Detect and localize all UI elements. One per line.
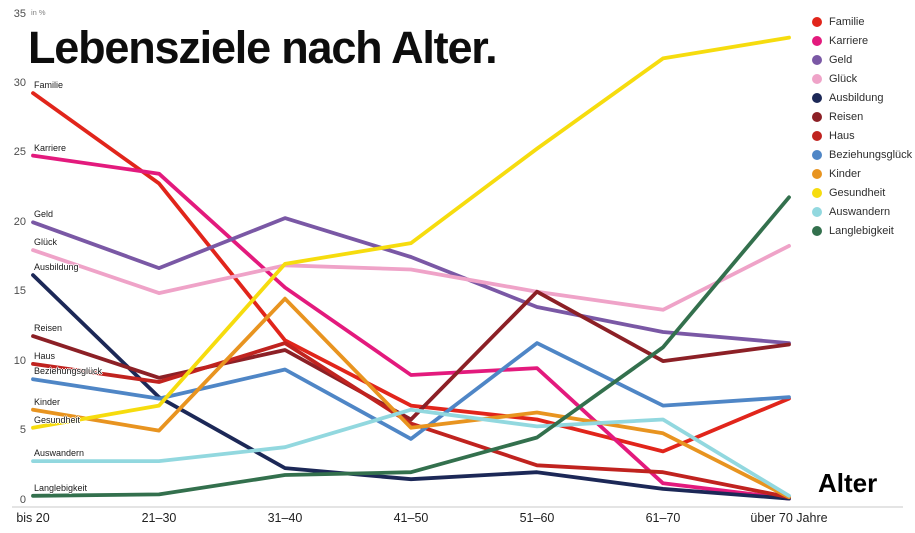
legend-dot-icon [812,206,822,217]
legend-dot-icon [812,16,822,27]
legend-item-geld: Geld [812,50,912,69]
series-line-gesundheit [31,35,791,430]
series-label-auswandern: Auswandern [34,448,85,459]
legend-item-karriere: Karriere [812,31,912,50]
legend-dot-icon [812,168,822,179]
legend-item-reisen: Reisen [812,107,912,126]
legend-dot-icon [812,35,822,46]
series-label-reisen: Reisen [34,323,63,334]
y-tick-label-20: 20 [13,215,26,228]
series-label-gesundheit: Gesundheit [34,414,81,425]
series-label-haus: Haus [34,350,56,361]
y-axis-unit-label: in % [31,8,46,17]
series-label-karriere: Karriere [34,142,67,153]
series-label-geld: Geld [34,209,54,220]
y-tick-label-35: 35 [13,7,26,20]
legend-dot-icon [812,130,822,141]
x-axis-title: Alter [818,468,878,498]
x-tick-label-21-30: 21–30 [141,511,177,525]
series-line-auswandern [31,407,791,498]
y-tick-label-30: 30 [13,76,26,89]
series-label-ausbildung: Ausbildung [34,262,79,273]
y-tick-label-25: 25 [13,146,26,159]
x-tick-label-41-50: 41–50 [393,511,429,525]
legend-label: Auswandern [829,205,891,218]
legend-item-ausbildung: Ausbildung [812,88,912,107]
series-label-beziehungsgluck: Beziehungsglück [34,366,103,377]
y-tick-label-10: 10 [13,354,26,367]
series-line-reisen [31,289,791,422]
legend: Familie Karriere Geld Glück Ausbildung Reisen… [812,12,912,240]
legend-dot-icon [812,73,822,84]
legend-item-auswandern: Auswandern [812,202,912,221]
legend-label: Ausbildung [829,91,884,104]
series-label-gluck: Glück [34,237,58,248]
y-tick-label-5: 5 [19,424,26,437]
legend-dot-icon [812,54,822,65]
legend-label: Gesundheit [829,186,886,199]
legend-label: Langlebigkeit [829,224,894,237]
series-label-langlebigkeit: Langlebigkeit [34,482,88,493]
legend-label: Familie [829,15,865,28]
y-tick-label-0: 0 [19,493,26,506]
x-tick-label-uber-70-jahre: über 70 Jahre [750,511,828,525]
legend-dot-icon [812,225,822,236]
x-tick-label-bis-20: bis 20 [16,511,50,525]
series-label-familie: Familie [34,80,64,91]
legend-label: Reisen [829,110,864,123]
legend-label: Glück [829,72,858,85]
series-line-beziehungsgluck [31,341,791,441]
x-tick-label-51-60: 51–60 [519,511,555,525]
legend-item-beziehungsgluck: Beziehungsglück [812,145,912,164]
x-tick-label-31-40: 31–40 [267,511,303,525]
legend-item-haus: Haus [812,126,912,145]
legend-label: Beziehungsglück [829,148,913,161]
legend-dot-icon [812,187,822,198]
legend-label: Karriere [829,34,869,47]
series-line-geld [31,216,791,346]
legend-item-kinder: Kinder [812,164,912,183]
legend-label: Haus [829,129,855,142]
x-tick-label-61-70: 61–70 [645,511,681,525]
page-title: Lebensziele nach Alter. [28,22,498,73]
legend-dot-icon [812,111,822,122]
series-line-karriere [31,153,791,501]
legend-item-gesundheit: Gesundheit [812,183,912,202]
series-line-ausbildung [31,273,791,501]
y-tick-label-15: 15 [13,285,26,298]
legend-dot-icon [812,92,822,103]
legend-dot-icon [812,149,822,160]
legend-item-familie: Familie [812,12,912,31]
legend-label: Kinder [829,167,861,180]
series-label-kinder: Kinder [34,396,61,407]
series-line-langlebigkeit [31,195,791,498]
legend-item-langlebigkeit: Langlebigkeit [812,221,912,240]
series-line-familie [31,91,791,454]
series-line-gluck [31,243,791,312]
series-line-kinder [31,296,791,500]
legend-item-gluck: Glück [812,69,912,88]
series-line-haus [31,341,791,500]
legend-label: Geld [829,53,853,66]
